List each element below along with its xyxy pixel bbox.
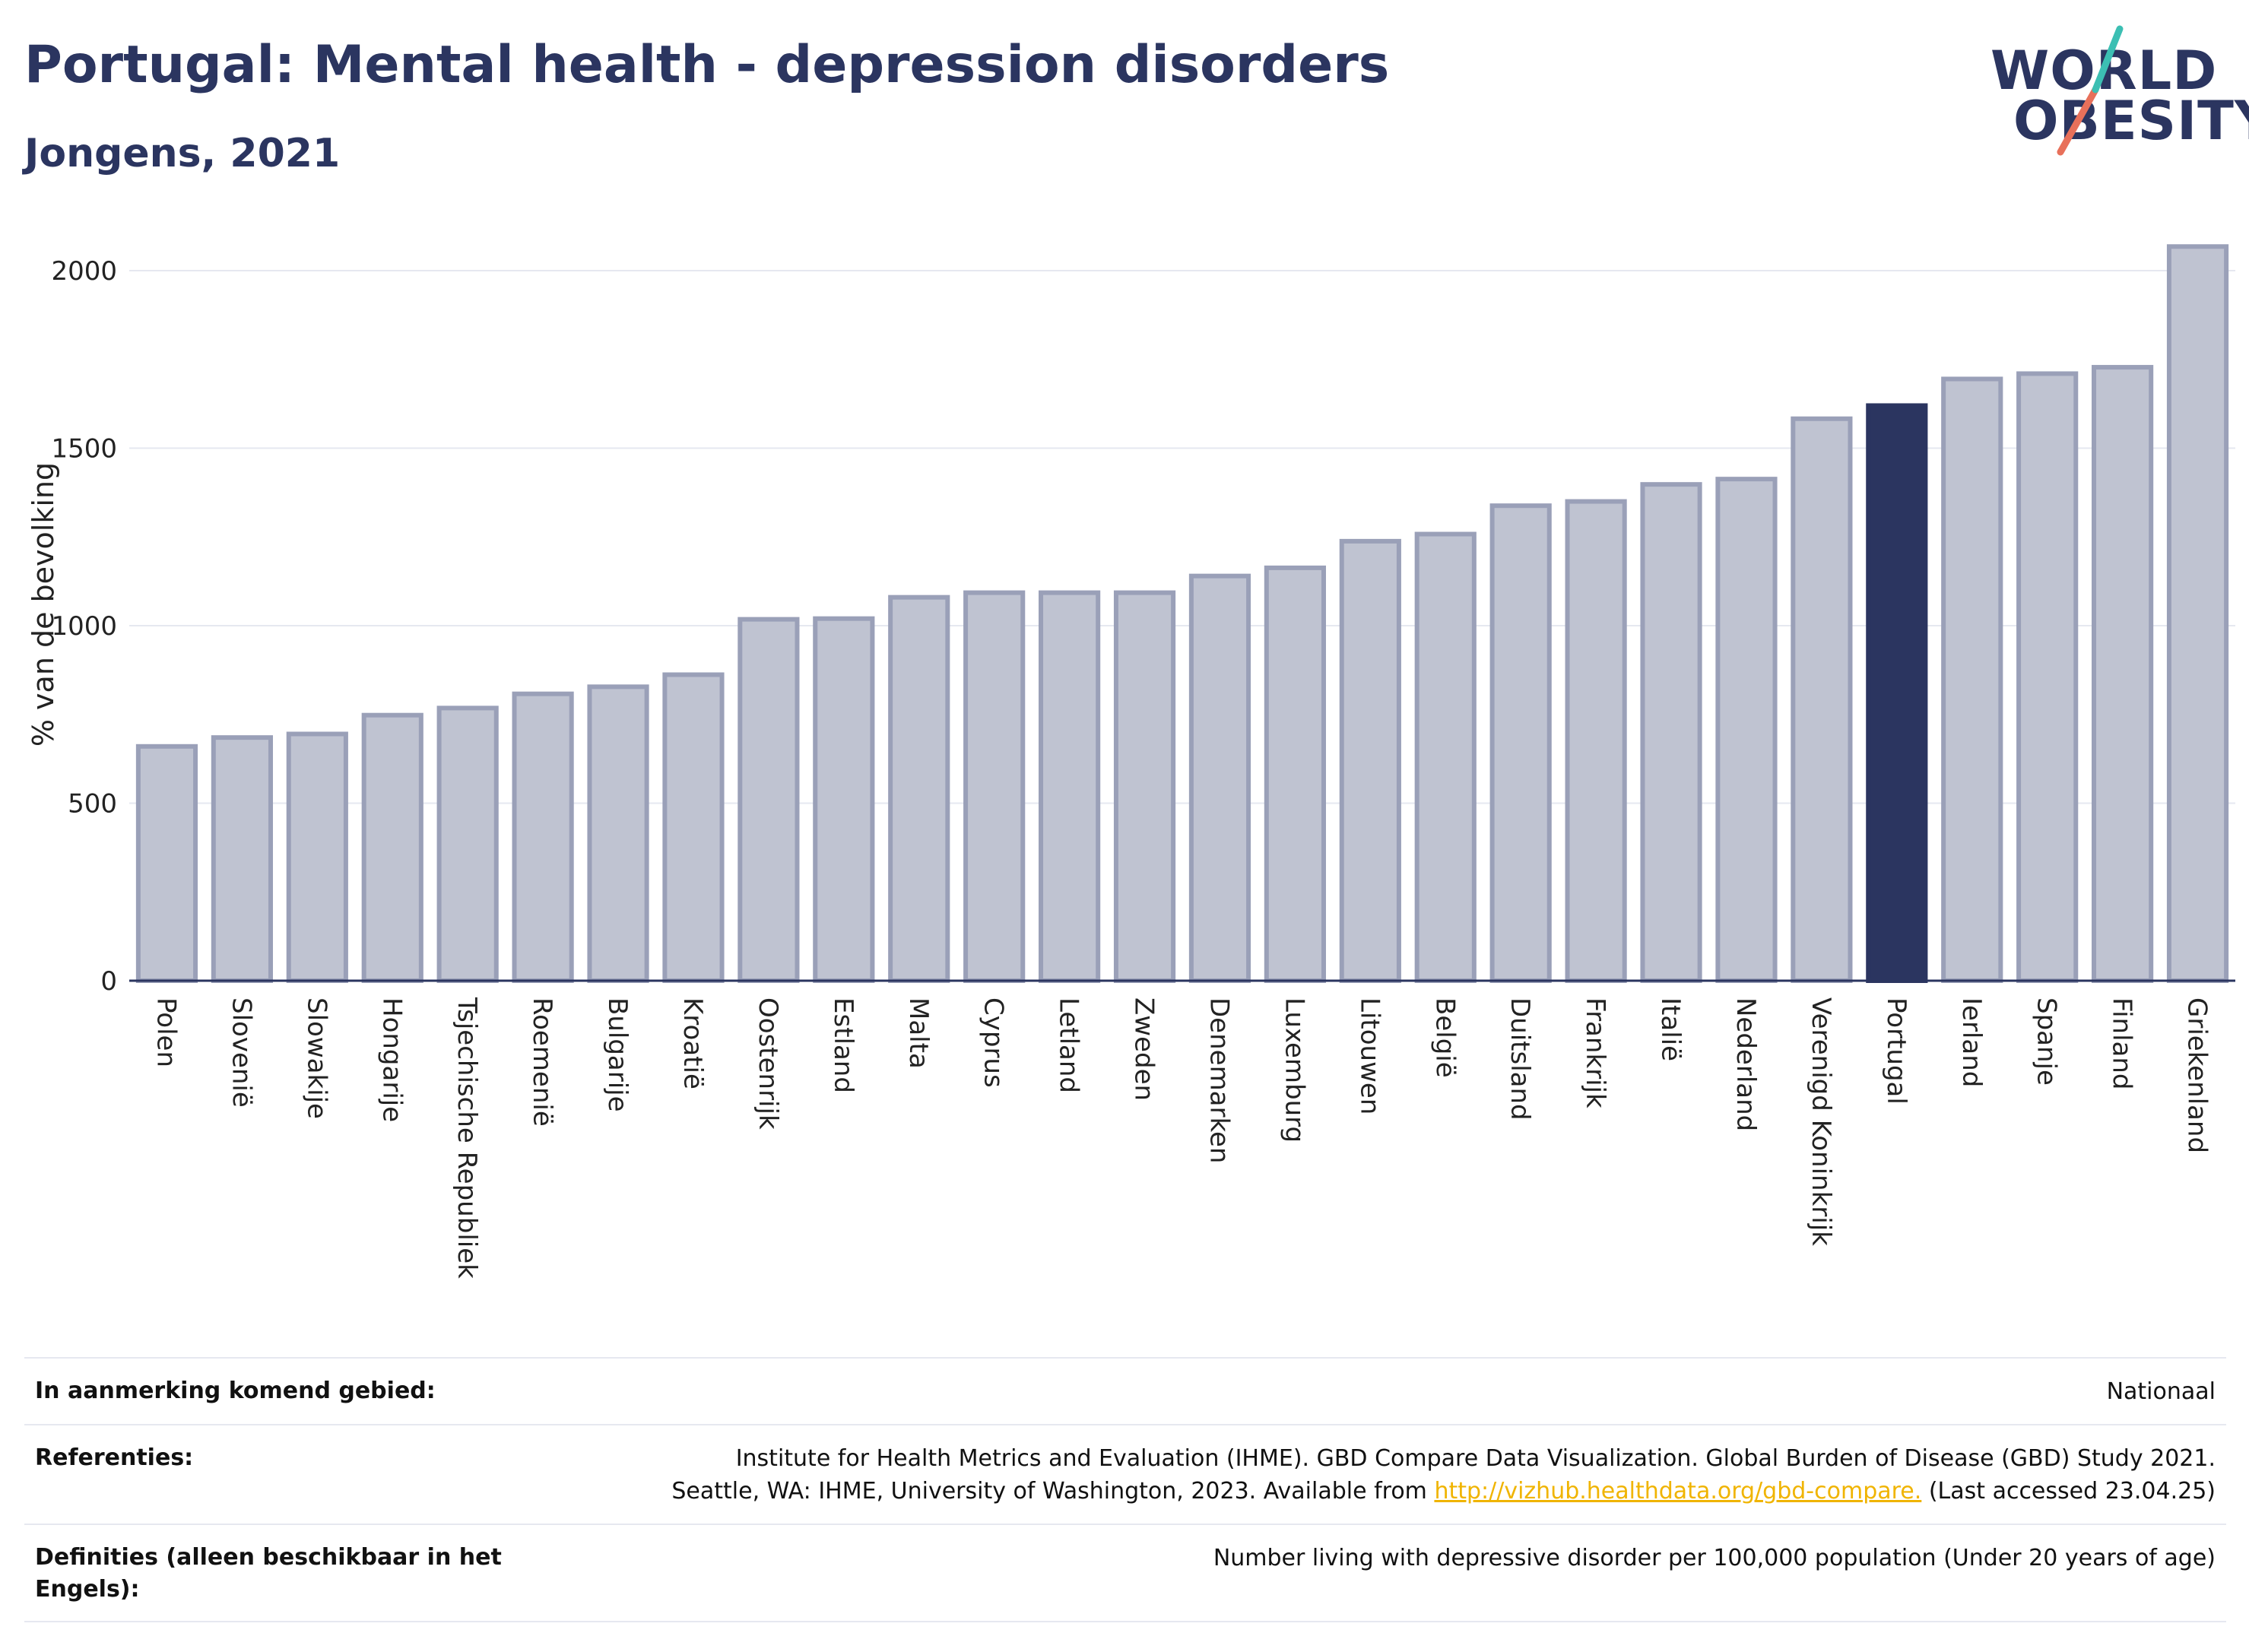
page-subtitle: Jongens, 2021 (24, 131, 341, 176)
bar-tsjechische-republiek (436, 706, 499, 984)
info-row-definitions: Definities (alleen beschikbaar in het En… (24, 1523, 2226, 1622)
x-tick-label: Luxemburg (1279, 997, 1309, 1143)
bar-litouwen (1339, 538, 1401, 983)
bar-denemarken (1188, 573, 1251, 983)
reference-accessed: (Last accessed 23.04.25) (1921, 1478, 2216, 1505)
info-row-region: In aanmerking komend gebied: Nationaal (24, 1357, 2226, 1424)
y-tick-label: 2000 (51, 256, 117, 287)
y-tick-label: 500 (68, 789, 117, 820)
x-tick-label: Polen (151, 997, 181, 1067)
reference-line-2: Seattle, WA: IHME, University of Washing… (671, 1478, 1435, 1505)
x-tick-label: Slovenië (226, 997, 256, 1108)
bar-kroatië (662, 672, 725, 984)
x-tick-label: Roemenië (527, 997, 557, 1127)
bar-bulgarije (587, 684, 649, 983)
reference-link[interactable]: http://vizhub.healthdata.org/gbd-compare… (1434, 1478, 1922, 1505)
x-tick-label: Ierland (1956, 997, 1987, 1087)
x-tick-label: Hongarije (376, 997, 407, 1122)
x-tick-label: Nederland (1730, 997, 1761, 1131)
info-row-references: Referenties: Institute for Health Metric… (24, 1423, 2226, 1524)
info-value-references: Institute for Health Metrics and Evaluat… (671, 1442, 2216, 1508)
x-axis-labels: Polen Slovenië Slowakije Hongarije Tsjechisc… (151, 997, 2212, 1279)
bar-finland (2092, 365, 2154, 984)
bar-nederland (1715, 477, 1778, 984)
bar-verenigd-koninkrijk (1791, 416, 1853, 983)
x-tick-label: België (1429, 997, 1460, 1078)
x-tick-label: Tsjechische Republiek (452, 997, 482, 1279)
bar-slovenië (211, 735, 273, 983)
bar-portugal (1866, 403, 1928, 984)
reference-line-1: Institute for Health Metrics and Evaluat… (735, 1444, 2216, 1472)
x-tick-label: Griekenland (2182, 997, 2213, 1153)
bar-italië (1640, 482, 1702, 983)
x-tick-label: Denemarken (1204, 997, 1234, 1163)
bar-spanje (2016, 371, 2079, 983)
bar-hongarije (361, 712, 423, 983)
x-tick-label: Portugal (1881, 997, 1911, 1105)
bar-chart: 0 500 1000 1500 2000 Polen Slovenië Slowakije H… (27, 244, 2235, 1279)
x-tick-label: Cyprus (979, 997, 1009, 1088)
y-tick-label: 1000 (51, 611, 117, 642)
x-tick-label: Malta (903, 997, 934, 1069)
info-value-region: Nationaal (2106, 1378, 2216, 1405)
x-tick-label: Finland (2107, 997, 2137, 1090)
bar-slowakije (286, 731, 348, 983)
x-tick-label: Verenigd Koninkrijk (1806, 997, 1836, 1246)
bar-belgië (1414, 531, 1477, 984)
logo-line-2: OBESITY (2013, 90, 2249, 152)
bar-ierland (1941, 376, 2003, 983)
x-tick-label: Kroatië (677, 997, 708, 1089)
x-tick-label: Duitsland (1505, 997, 1535, 1121)
bar-roemenië (512, 691, 574, 983)
bar-frankrijk (1565, 499, 1627, 983)
y-axis-title: % van de bevolking (27, 462, 60, 747)
bar-estland (813, 616, 875, 983)
bar-zweden (1113, 590, 1176, 983)
bar-malta (888, 595, 950, 984)
x-tick-label: Spanje (2032, 997, 2062, 1086)
x-tick-label: Letland (1054, 997, 1084, 1093)
info-table: In aanmerking komend gebied: Nationaal R… (24, 1357, 2226, 1622)
x-tick-label: Oostenrijk (753, 997, 783, 1130)
world-obesity-logo: WORLD OBESITY (1984, 21, 2249, 158)
y-axis-ticks: 0 500 1000 1500 2000 (51, 256, 117, 997)
bar-polen (135, 744, 198, 984)
x-tick-label: Zweden (1129, 997, 1159, 1101)
bar-letland (1039, 590, 1101, 983)
bar-duitsland (1489, 503, 1552, 983)
logo-slash-icon (2057, 25, 2124, 156)
bar-griekenland (2166, 244, 2229, 983)
y-tick-label: 1500 (51, 434, 117, 465)
x-tick-label: Litouwen (1354, 997, 1385, 1115)
bar-oostenrijk (738, 617, 800, 983)
x-tick-label: Italië (1655, 997, 1686, 1061)
info-label-region: In aanmerking komend gebied: (35, 1378, 436, 1404)
y-tick-label: 0 (100, 966, 117, 997)
info-label-references: Referenties: (35, 1444, 194, 1471)
x-tick-label: Estland (828, 997, 858, 1093)
x-tick-label: Bulgarije (602, 997, 633, 1112)
x-tick-label: Slowakije (301, 997, 331, 1119)
bars (129, 244, 2235, 984)
info-label-definitions: Definities (alleen beschikbaar in het En… (35, 1543, 502, 1603)
bar-cyprus (963, 590, 1026, 983)
info-value-definitions: Number living with depressive disorder p… (1213, 1544, 2216, 1571)
x-tick-label: Frankrijk (1580, 997, 1610, 1108)
bar-luxemburg (1264, 565, 1326, 983)
page-title: Portugal: Mental health - depression dis… (24, 35, 1390, 95)
